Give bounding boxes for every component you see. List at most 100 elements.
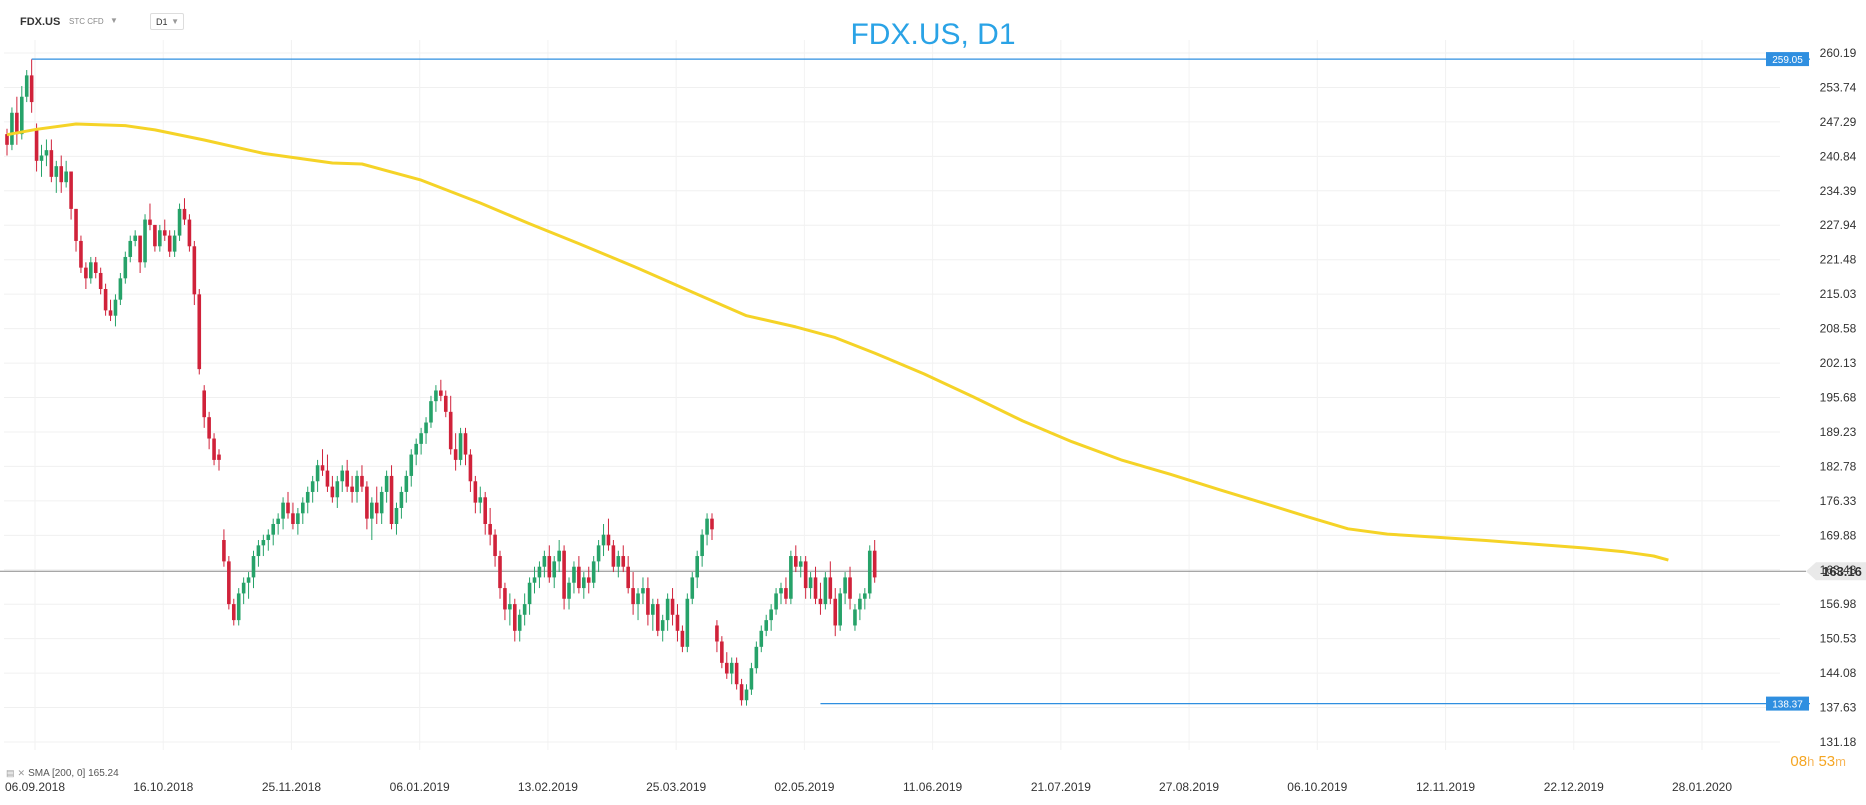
y-tick-label: 227.94 [1820, 218, 1857, 232]
candle-body [463, 433, 468, 455]
candle-body [448, 411, 453, 450]
candle-body [774, 593, 778, 610]
candle [197, 289, 202, 375]
candle [774, 588, 778, 615]
candle [734, 657, 739, 690]
candle-body [606, 534, 611, 546]
candle [217, 449, 221, 471]
candle-body [34, 128, 39, 161]
candle-body [74, 208, 78, 241]
candle-body [685, 598, 690, 647]
candle-body [212, 438, 216, 460]
candle [591, 556, 596, 589]
symbol-label[interactable]: FDX.US [20, 16, 61, 28]
candle-body [345, 470, 349, 487]
candle [636, 588, 640, 621]
candle-body [611, 545, 616, 567]
candle-body [434, 390, 438, 402]
candle-body [789, 556, 793, 599]
candle [453, 433, 458, 471]
candle [710, 513, 714, 541]
candle [414, 438, 418, 466]
candle-body [305, 491, 310, 503]
y-tick-label: 163.43 [1820, 563, 1857, 577]
candle [552, 556, 557, 589]
candle-body [291, 513, 295, 524]
candle-body [591, 561, 596, 583]
candle [409, 449, 414, 487]
candle [404, 470, 409, 503]
candle-body [177, 208, 182, 236]
candle [177, 203, 182, 241]
candle-body [49, 150, 54, 177]
candle [557, 540, 561, 573]
candle [143, 214, 147, 268]
candle [399, 486, 404, 519]
countdown-hours: 08 [1790, 753, 1808, 770]
level-badge [1766, 52, 1809, 67]
candle-body [572, 566, 576, 583]
candle-body [759, 630, 764, 647]
candle [429, 395, 433, 428]
candle-body [231, 604, 236, 621]
candle [24, 70, 29, 103]
candle [754, 641, 759, 674]
candle [305, 486, 310, 514]
x-tick-label: 12.11.2019 [1416, 780, 1475, 794]
candle [384, 470, 389, 503]
candle-body [167, 235, 172, 252]
candle-body [192, 246, 197, 295]
candle-body [784, 588, 788, 599]
candle-body [409, 454, 414, 476]
candle [478, 486, 483, 514]
level-badge [1766, 696, 1809, 711]
candle [828, 561, 833, 605]
candle [108, 299, 113, 322]
y-tick-label: 189.23 [1820, 425, 1857, 439]
candle-body [182, 208, 187, 220]
candle [148, 203, 152, 231]
candle [508, 593, 512, 626]
candle [93, 256, 98, 279]
candle [236, 588, 241, 626]
candle [335, 475, 340, 508]
close-icon[interactable]: ✕ [17, 768, 26, 778]
candle [621, 545, 626, 573]
candle [10, 107, 14, 151]
candle [867, 545, 872, 599]
candle [365, 481, 369, 530]
y-tick-label: 240.84 [1820, 149, 1857, 163]
candle-body [729, 662, 734, 674]
candle-body [843, 577, 847, 594]
candle-body [749, 668, 754, 690]
candle-body [483, 497, 488, 524]
candle-body [29, 75, 34, 103]
candle-body [93, 262, 98, 273]
candle [567, 577, 571, 610]
candle [276, 513, 280, 535]
candle [616, 550, 621, 578]
candle [84, 262, 88, 290]
candle [789, 550, 793, 605]
candle [729, 657, 734, 685]
candle [281, 497, 285, 530]
candle [54, 160, 59, 193]
candle-body [626, 566, 630, 589]
y-tick-label: 156.98 [1820, 597, 1857, 611]
timeframe-select[interactable]: D1 ▼ [150, 13, 184, 30]
candle-body [848, 577, 852, 599]
candle [231, 598, 236, 626]
candle-body [794, 556, 798, 567]
candle [522, 593, 527, 626]
level-label: 259.05 [1772, 55, 1803, 66]
candle-body [833, 598, 838, 626]
indicator-settings-icon[interactable]: ▤ [6, 768, 15, 778]
symbol-dropdown-icon[interactable]: ▼ [110, 16, 118, 25]
candle-body [803, 561, 808, 589]
y-tick-label: 182.78 [1820, 459, 1857, 473]
candle [448, 395, 453, 455]
candle [808, 572, 813, 599]
candle [517, 609, 522, 642]
candle [493, 529, 497, 567]
